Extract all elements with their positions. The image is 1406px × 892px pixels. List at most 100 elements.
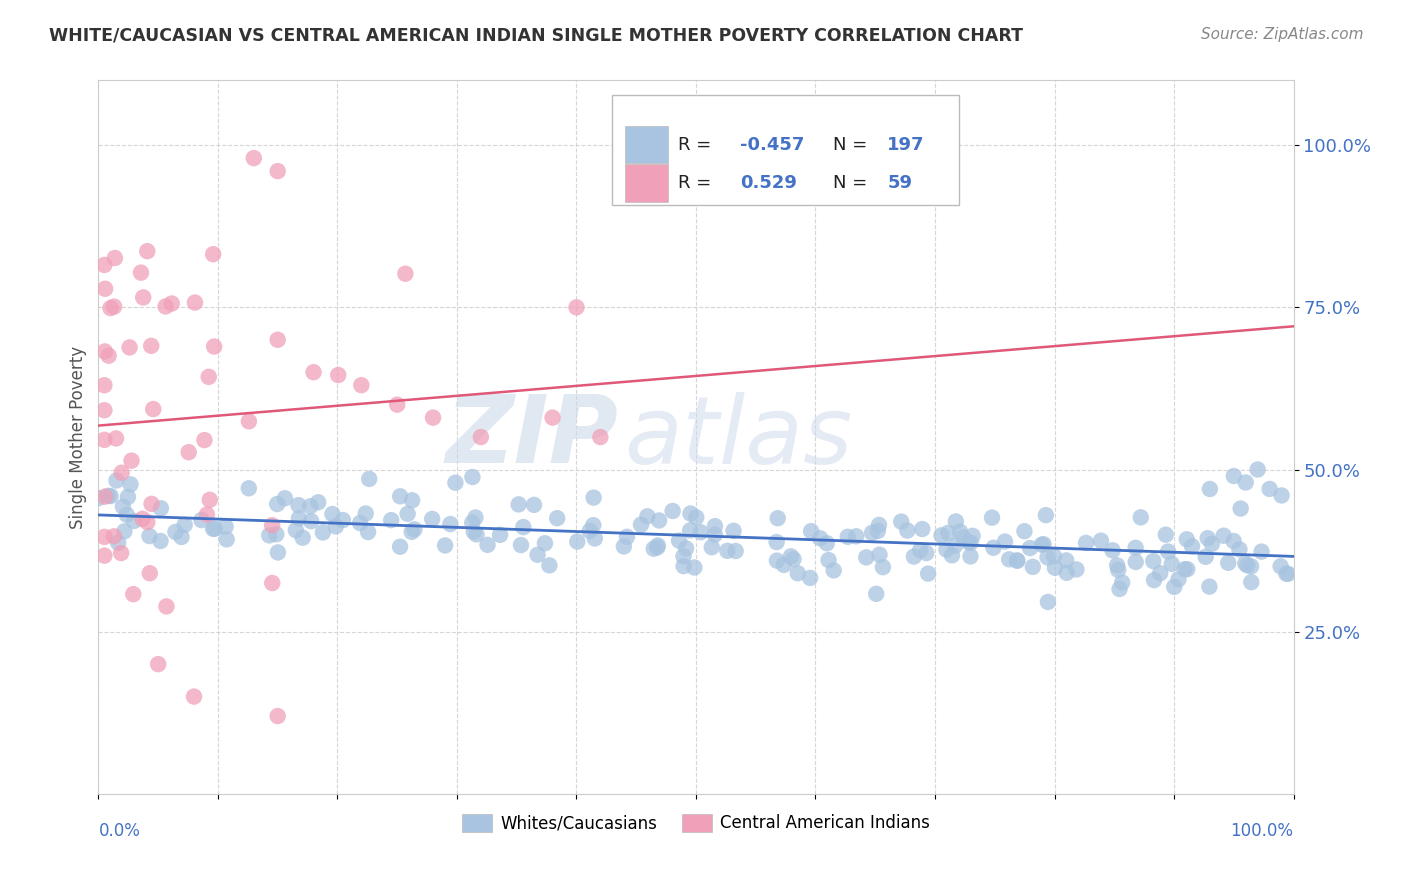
Point [94, 490, 117, 504]
Point [866, 524, 889, 538]
Point [1090, 533, 1112, 548]
Point [332, 513, 354, 527]
Point [1234, 557, 1257, 571]
Point [1142, 554, 1164, 568]
Point [118, 341, 141, 355]
Point [267, 333, 290, 347]
Point [1111, 575, 1133, 590]
Point [94, 282, 117, 296]
Point [1107, 563, 1129, 577]
Point [616, 530, 638, 544]
Point [142, 402, 165, 417]
Point [148, 657, 170, 672]
Point [267, 709, 290, 723]
Point [97, 349, 120, 363]
Point [541, 410, 564, 425]
Point [394, 267, 416, 281]
Point [911, 522, 934, 536]
Point [890, 515, 912, 529]
Point [1032, 537, 1054, 551]
Point [111, 466, 134, 480]
Point [461, 516, 484, 530]
Text: N =: N = [834, 174, 873, 192]
Point [93, 403, 115, 417]
Point [100, 301, 122, 315]
Point [1277, 566, 1299, 581]
Point [1143, 573, 1166, 587]
Point [1101, 543, 1123, 558]
Point [439, 517, 461, 532]
Text: R =: R = [678, 174, 723, 192]
Point [1107, 558, 1129, 573]
Text: -0.457: -0.457 [740, 136, 804, 153]
Point [354, 507, 377, 521]
Point [120, 477, 142, 491]
Point [215, 533, 238, 547]
Point [149, 533, 172, 548]
Text: 100.0%: 100.0% [1230, 822, 1294, 840]
Point [385, 398, 409, 412]
Point [93, 530, 115, 544]
Point [1005, 553, 1028, 567]
Point [93, 378, 115, 392]
Point [567, 534, 589, 549]
Point [389, 489, 412, 503]
Point [193, 433, 215, 447]
Point [107, 535, 129, 549]
Point [434, 538, 457, 552]
Point [288, 511, 311, 525]
Point [872, 560, 894, 574]
Text: 0.529: 0.529 [740, 174, 797, 192]
Point [523, 498, 546, 512]
Point [1181, 539, 1204, 553]
Point [1229, 542, 1251, 557]
Point [396, 507, 419, 521]
Point [636, 509, 658, 524]
Point [981, 510, 1004, 524]
Point [1005, 553, 1028, 567]
Point [1218, 556, 1240, 570]
Point [672, 549, 695, 564]
Point [613, 540, 636, 554]
Point [508, 497, 530, 511]
Point [1031, 538, 1053, 552]
Point [917, 566, 939, 581]
Point [138, 529, 160, 543]
Point [266, 527, 288, 541]
Point [908, 543, 931, 558]
Point [177, 445, 200, 459]
Point [202, 522, 225, 536]
Point [1223, 469, 1246, 483]
Point [103, 300, 125, 314]
Point [1250, 544, 1272, 558]
Point [262, 518, 284, 533]
Text: 0.0%: 0.0% [98, 822, 141, 840]
Point [903, 549, 925, 564]
Point [931, 528, 953, 542]
Point [668, 533, 690, 548]
Text: WHITE/CAUCASIAN VS CENTRAL AMERICAN INDIAN SINGLE MOTHER POVERTY CORRELATION CHA: WHITE/CAUCASIAN VS CENTRAL AMERICAN INDI… [49, 27, 1024, 45]
Point [957, 535, 980, 549]
Point [959, 536, 981, 550]
Point [389, 540, 412, 554]
Point [998, 552, 1021, 566]
Point [1199, 482, 1222, 496]
Point [204, 522, 226, 536]
Point [1129, 510, 1152, 524]
Point [302, 365, 325, 379]
Point [202, 340, 225, 354]
Point [267, 164, 290, 178]
Point [93, 549, 115, 563]
Point [202, 247, 225, 261]
Point [321, 507, 343, 521]
Point [238, 414, 260, 428]
Point [773, 558, 796, 572]
Point [868, 517, 890, 532]
FancyBboxPatch shape [626, 164, 668, 202]
Point [936, 525, 959, 540]
Point [444, 475, 467, 490]
Point [299, 514, 322, 528]
Point [349, 516, 371, 530]
Point [952, 530, 974, 544]
Point [112, 524, 135, 539]
